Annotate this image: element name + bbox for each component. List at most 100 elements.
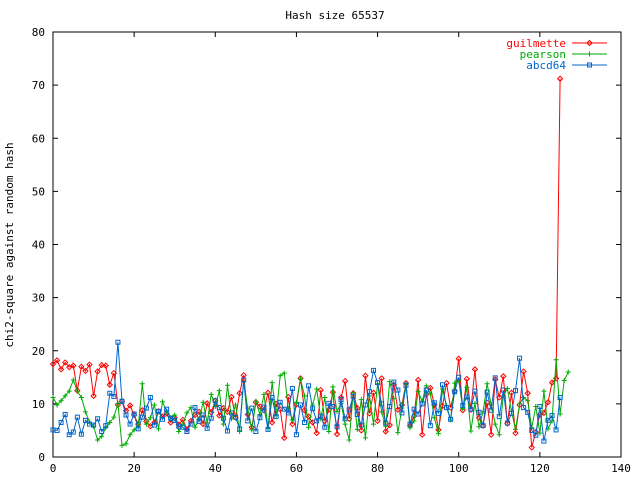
data-point-pearson (192, 424, 198, 430)
data-point-abcd64 (119, 398, 125, 404)
data-point-guilmette (70, 362, 77, 369)
legend-label-guilmette: guilmette (506, 37, 566, 50)
data-point-abcd64 (245, 418, 251, 424)
data-point-guilmette (53, 357, 61, 364)
data-point-abcd64 (488, 407, 494, 413)
data-point-abcd64 (444, 405, 450, 411)
data-point-abcd64 (379, 401, 385, 407)
data-point-abcd64 (439, 382, 445, 388)
data-point-abcd64 (407, 421, 413, 427)
data-point-pearson (123, 441, 129, 447)
data-point-pearson (139, 381, 145, 387)
data-point-abcd64 (233, 414, 239, 420)
y-tick-label: 70 (32, 79, 45, 92)
series-abcd64 (50, 339, 563, 444)
data-point-pearson (82, 409, 88, 415)
data-point-abcd64 (371, 367, 377, 373)
data-point-pearson (427, 391, 433, 397)
data-point-abcd64 (521, 405, 527, 411)
data-point-abcd64 (111, 393, 117, 399)
data-point-abcd64 (302, 419, 308, 425)
data-point-pearson (119, 442, 125, 448)
series-line-abcd64 (52, 342, 561, 442)
data-point-abcd64 (208, 415, 214, 421)
y-tick-label: 60 (32, 132, 45, 145)
data-point-abcd64 (196, 418, 202, 424)
y-tick-label: 20 (32, 345, 45, 358)
data-point-abcd64 (338, 397, 344, 403)
data-point-abcd64 (541, 438, 547, 444)
data-point-pearson (492, 421, 498, 427)
data-point-abcd64 (391, 379, 397, 385)
data-point-guilmette (471, 366, 479, 373)
data-point-abcd64 (468, 406, 474, 412)
data-point-guilmette (556, 75, 564, 82)
data-point-abcd64 (399, 410, 405, 416)
data-point-pearson (496, 432, 502, 438)
series-layer (49, 75, 571, 451)
data-point-pearson (302, 393, 308, 399)
data-point-guilmette (90, 392, 97, 400)
series-line-pearson (52, 359, 569, 447)
data-point-abcd64 (229, 410, 235, 416)
data-point-guilmette (362, 372, 369, 379)
data-point-abcd64 (464, 394, 470, 400)
data-point-pearson (342, 421, 348, 427)
data-point-abcd64 (70, 429, 76, 435)
data-point-abcd64 (62, 412, 68, 417)
data-point-abcd64 (249, 405, 255, 411)
data-point-pearson (326, 429, 332, 434)
legend-label-abcd64: abcd64 (526, 59, 566, 72)
data-point-abcd64 (172, 417, 178, 423)
data-point-abcd64 (180, 424, 186, 430)
data-point-guilmette (427, 384, 434, 392)
data-point-abcd64 (310, 406, 316, 412)
y-tick-label: 40 (32, 239, 45, 252)
data-point-abcd64 (293, 432, 299, 438)
data-point-pearson (314, 386, 320, 392)
data-point-pearson (513, 426, 519, 432)
data-point-guilmette (374, 417, 381, 425)
data-point-abcd64 (107, 390, 113, 396)
data-point-guilmette (216, 412, 223, 419)
data-point-guilmette (268, 419, 276, 426)
data-point-abcd64 (200, 412, 206, 418)
data-point-abcd64 (160, 416, 166, 422)
data-point-guilmette (94, 368, 101, 375)
data-point-pearson (293, 399, 299, 405)
x-tick-label: 100 (449, 462, 469, 475)
plot-frame (52, 31, 622, 458)
x-tick-label: 120 (530, 462, 550, 475)
data-point-pearson (435, 431, 441, 437)
data-point-pearson (176, 429, 182, 434)
data-point-guilmette (333, 430, 341, 438)
data-point-abcd64 (95, 416, 101, 422)
data-point-abcd64 (484, 389, 490, 395)
data-point-abcd64 (460, 402, 466, 408)
data-point-pearson (172, 412, 178, 418)
data-point-pearson (541, 388, 547, 394)
data-point-pearson (464, 384, 470, 390)
data-point-abcd64 (537, 404, 543, 410)
data-point-abcd64 (265, 426, 271, 432)
data-point-abcd64 (330, 404, 336, 410)
data-point-pearson (517, 401, 523, 407)
data-point-abcd64 (326, 400, 332, 406)
data-point-abcd64 (362, 402, 368, 408)
data-point-abcd64 (220, 415, 226, 421)
data-point-abcd64 (78, 431, 84, 437)
data-point-pearson (99, 433, 105, 439)
data-point-abcd64 (419, 401, 425, 407)
data-point-pearson (111, 414, 117, 420)
data-point-abcd64 (346, 407, 352, 413)
data-point-guilmette (487, 431, 495, 438)
data-point-guilmette (463, 375, 471, 383)
data-point-guilmette (281, 434, 288, 442)
data-point-abcd64 (314, 418, 320, 424)
data-point-pearson (50, 395, 56, 400)
data-point-abcd64 (135, 426, 141, 432)
data-point-guilmette (106, 381, 114, 388)
data-point-abcd64 (557, 395, 563, 400)
